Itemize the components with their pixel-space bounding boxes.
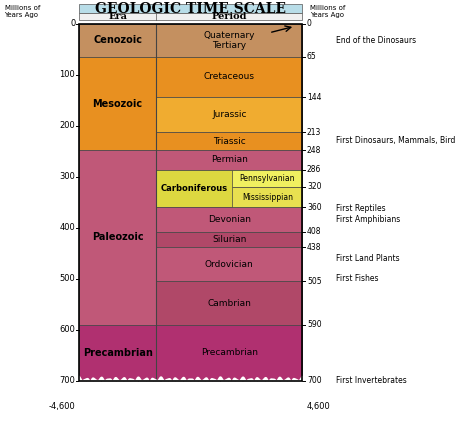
Bar [79,24,302,381]
Text: 200: 200 [60,121,75,130]
Bar [156,170,302,207]
Bar [156,325,302,381]
Text: Millions of
Years Ago: Millions of Years Ago [5,5,40,18]
Bar [156,150,302,170]
Text: Cambrian: Cambrian [207,299,251,308]
Text: Silurian: Silurian [212,235,246,244]
Text: Mesozoic: Mesozoic [92,98,142,109]
Text: First Fishes: First Fishes [335,274,378,283]
Bar [232,187,302,207]
Bar [79,24,156,57]
Text: 700: 700 [306,377,321,386]
Text: 0: 0 [306,19,311,28]
Text: Era: Era [108,12,127,21]
Text: GEOLOGIC TIME SCALE: GEOLOGIC TIME SCALE [95,2,286,16]
Text: Cenozoic: Cenozoic [93,35,142,45]
Text: Devonian: Devonian [207,215,250,224]
Bar [79,150,156,325]
Text: Paleozoic: Paleozoic [91,233,143,242]
Bar [156,24,302,57]
Text: Ordovician: Ordovician [204,260,253,269]
Bar [156,207,302,232]
Text: Quaternary
Tertiary: Quaternary Tertiary [203,31,254,50]
Text: -4,600: -4,600 [49,402,75,411]
Bar [156,57,302,97]
Text: 408: 408 [306,227,321,236]
Text: 320: 320 [306,182,321,191]
Text: 590: 590 [306,320,321,329]
Bar [232,170,302,187]
Text: 248: 248 [306,146,321,155]
Text: First Dinosaurs, Mammals, Birds: First Dinosaurs, Mammals, Birds [335,135,455,144]
Text: 65: 65 [306,52,316,61]
Text: 300: 300 [59,172,75,181]
Text: 505: 505 [306,277,321,286]
Text: Cretaceous: Cretaceous [203,72,254,81]
Text: First Invertebrates: First Invertebrates [335,377,406,386]
Text: 4,600: 4,600 [306,402,330,411]
Text: First Land Plants: First Land Plants [335,254,399,263]
Bar [156,132,302,150]
Text: 700: 700 [59,377,75,386]
Text: Permian: Permian [210,155,247,164]
Text: Mississippian: Mississippian [241,193,292,201]
Text: Pennsylvanian: Pennsylvanian [239,174,294,183]
Text: 600: 600 [59,325,75,334]
Bar [79,57,156,150]
Text: First Reptiles
First Amphibians: First Reptiles First Amphibians [335,204,399,224]
Bar [156,97,302,132]
Bar [79,14,302,20]
Text: End of the Dinosaurs: End of the Dinosaurs [335,36,415,45]
Text: 144: 144 [306,92,321,102]
Text: Millions of
Years Ago: Millions of Years Ago [309,5,344,18]
Text: Precambrian: Precambrian [200,348,257,357]
Bar [156,247,302,282]
Text: 0: 0 [70,19,75,28]
Text: Precambrian: Precambrian [82,348,152,358]
Text: Carboniferous: Carboniferous [160,184,227,193]
Text: 100: 100 [60,70,75,79]
Text: 286: 286 [306,165,321,174]
Text: 500: 500 [60,274,75,283]
Text: Triassic: Triassic [212,137,245,146]
Text: Jurassic: Jurassic [212,110,246,119]
Text: 438: 438 [306,243,321,252]
Text: 213: 213 [306,128,321,137]
Bar [79,4,302,14]
Bar [79,325,156,381]
Bar [156,232,302,247]
Text: 360: 360 [306,203,321,212]
Text: 400: 400 [60,223,75,232]
Text: Period: Period [211,12,247,21]
Bar [156,282,302,325]
